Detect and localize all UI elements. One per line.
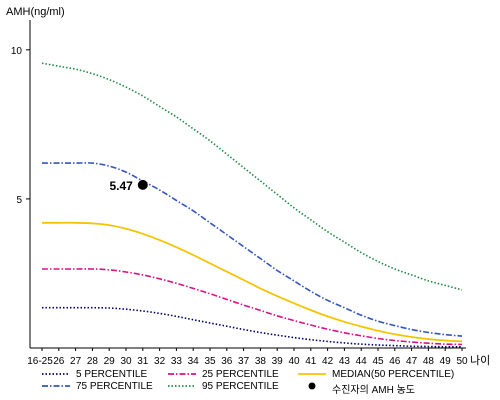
x-tick-label: 36 <box>221 356 233 367</box>
x-tick-label: 39 <box>272 356 284 367</box>
legend-marker-dot <box>308 382 316 390</box>
x-tick-label: 29 <box>104 356 116 367</box>
legend-label-1: 75 PERCENTILE <box>76 381 153 392</box>
x-tick-label: 28 <box>87 356 99 367</box>
series-line-4 <box>42 221 463 343</box>
legend: 5 PERCENTILE 25 PERCENTILE MEDIAN(50 PERCE… <box>42 369 454 396</box>
x-tick-label: 33 <box>171 356 183 367</box>
x-tick-label: 42 <box>322 356 334 367</box>
x-tick-label: 40 <box>288 356 300 367</box>
series-line-2 <box>42 268 463 346</box>
x-tick-label: 43 <box>339 356 351 367</box>
x-tick-label: 30 <box>120 356 132 367</box>
legend-label-2: 25 PERCENTILE <box>202 369 279 380</box>
y-axis-title: AMH(ng/ml) <box>6 6 65 18</box>
y-ticks: 5 10 <box>11 46 30 206</box>
patient-marker-label: 5.47 <box>109 179 133 193</box>
legend-marker-label: 수진자의 AMH 농도 <box>332 384 415 396</box>
x-tick-label: 34 <box>188 356 200 367</box>
series-lines <box>41 62 463 348</box>
patient-marker-dot <box>137 179 148 190</box>
series-line-1 <box>42 162 463 337</box>
y-tick-label: 5 <box>16 195 22 206</box>
x-tick-label: 35 <box>204 356 216 367</box>
x-tick-label: 50 <box>456 356 468 367</box>
series-line-3 <box>41 62 463 291</box>
x-tick-label: 48 <box>423 356 435 367</box>
x-tick-label: 31 <box>137 356 149 367</box>
x-tick-label: 47 <box>406 356 418 367</box>
patient-marker: 5.47 <box>109 179 148 193</box>
x-tick-label: 16-25 <box>27 356 53 367</box>
x-tick-label: 27 <box>70 356 82 367</box>
x-tick-label: 41 <box>305 356 317 367</box>
x-tick-label: 45 <box>372 356 384 367</box>
y-tick-label: 10 <box>11 46 23 57</box>
x-ticks: 16-25 26 27 28 29 30 31 32 33 34 35 36 37 38 39 40 41 42 4… <box>27 348 468 367</box>
series-line-0 <box>41 306 463 348</box>
x-tick-label: 38 <box>255 356 267 367</box>
x-tick-label: 44 <box>356 356 368 367</box>
legend-label-4: MEDIAN(50 PERCENTILE) <box>332 369 454 380</box>
legend-label-0: 5 PERCENTILE <box>76 369 147 380</box>
x-axis-title: 나이 <box>470 354 490 367</box>
x-tick-label: 37 <box>238 356 250 367</box>
x-tick-label: 32 <box>154 356 166 367</box>
legend-label-3: 95 PERCENTILE <box>202 381 279 392</box>
x-tick-label: 49 <box>440 356 452 367</box>
x-tick-label: 46 <box>389 356 401 367</box>
x-tick-label: 26 <box>53 356 65 367</box>
